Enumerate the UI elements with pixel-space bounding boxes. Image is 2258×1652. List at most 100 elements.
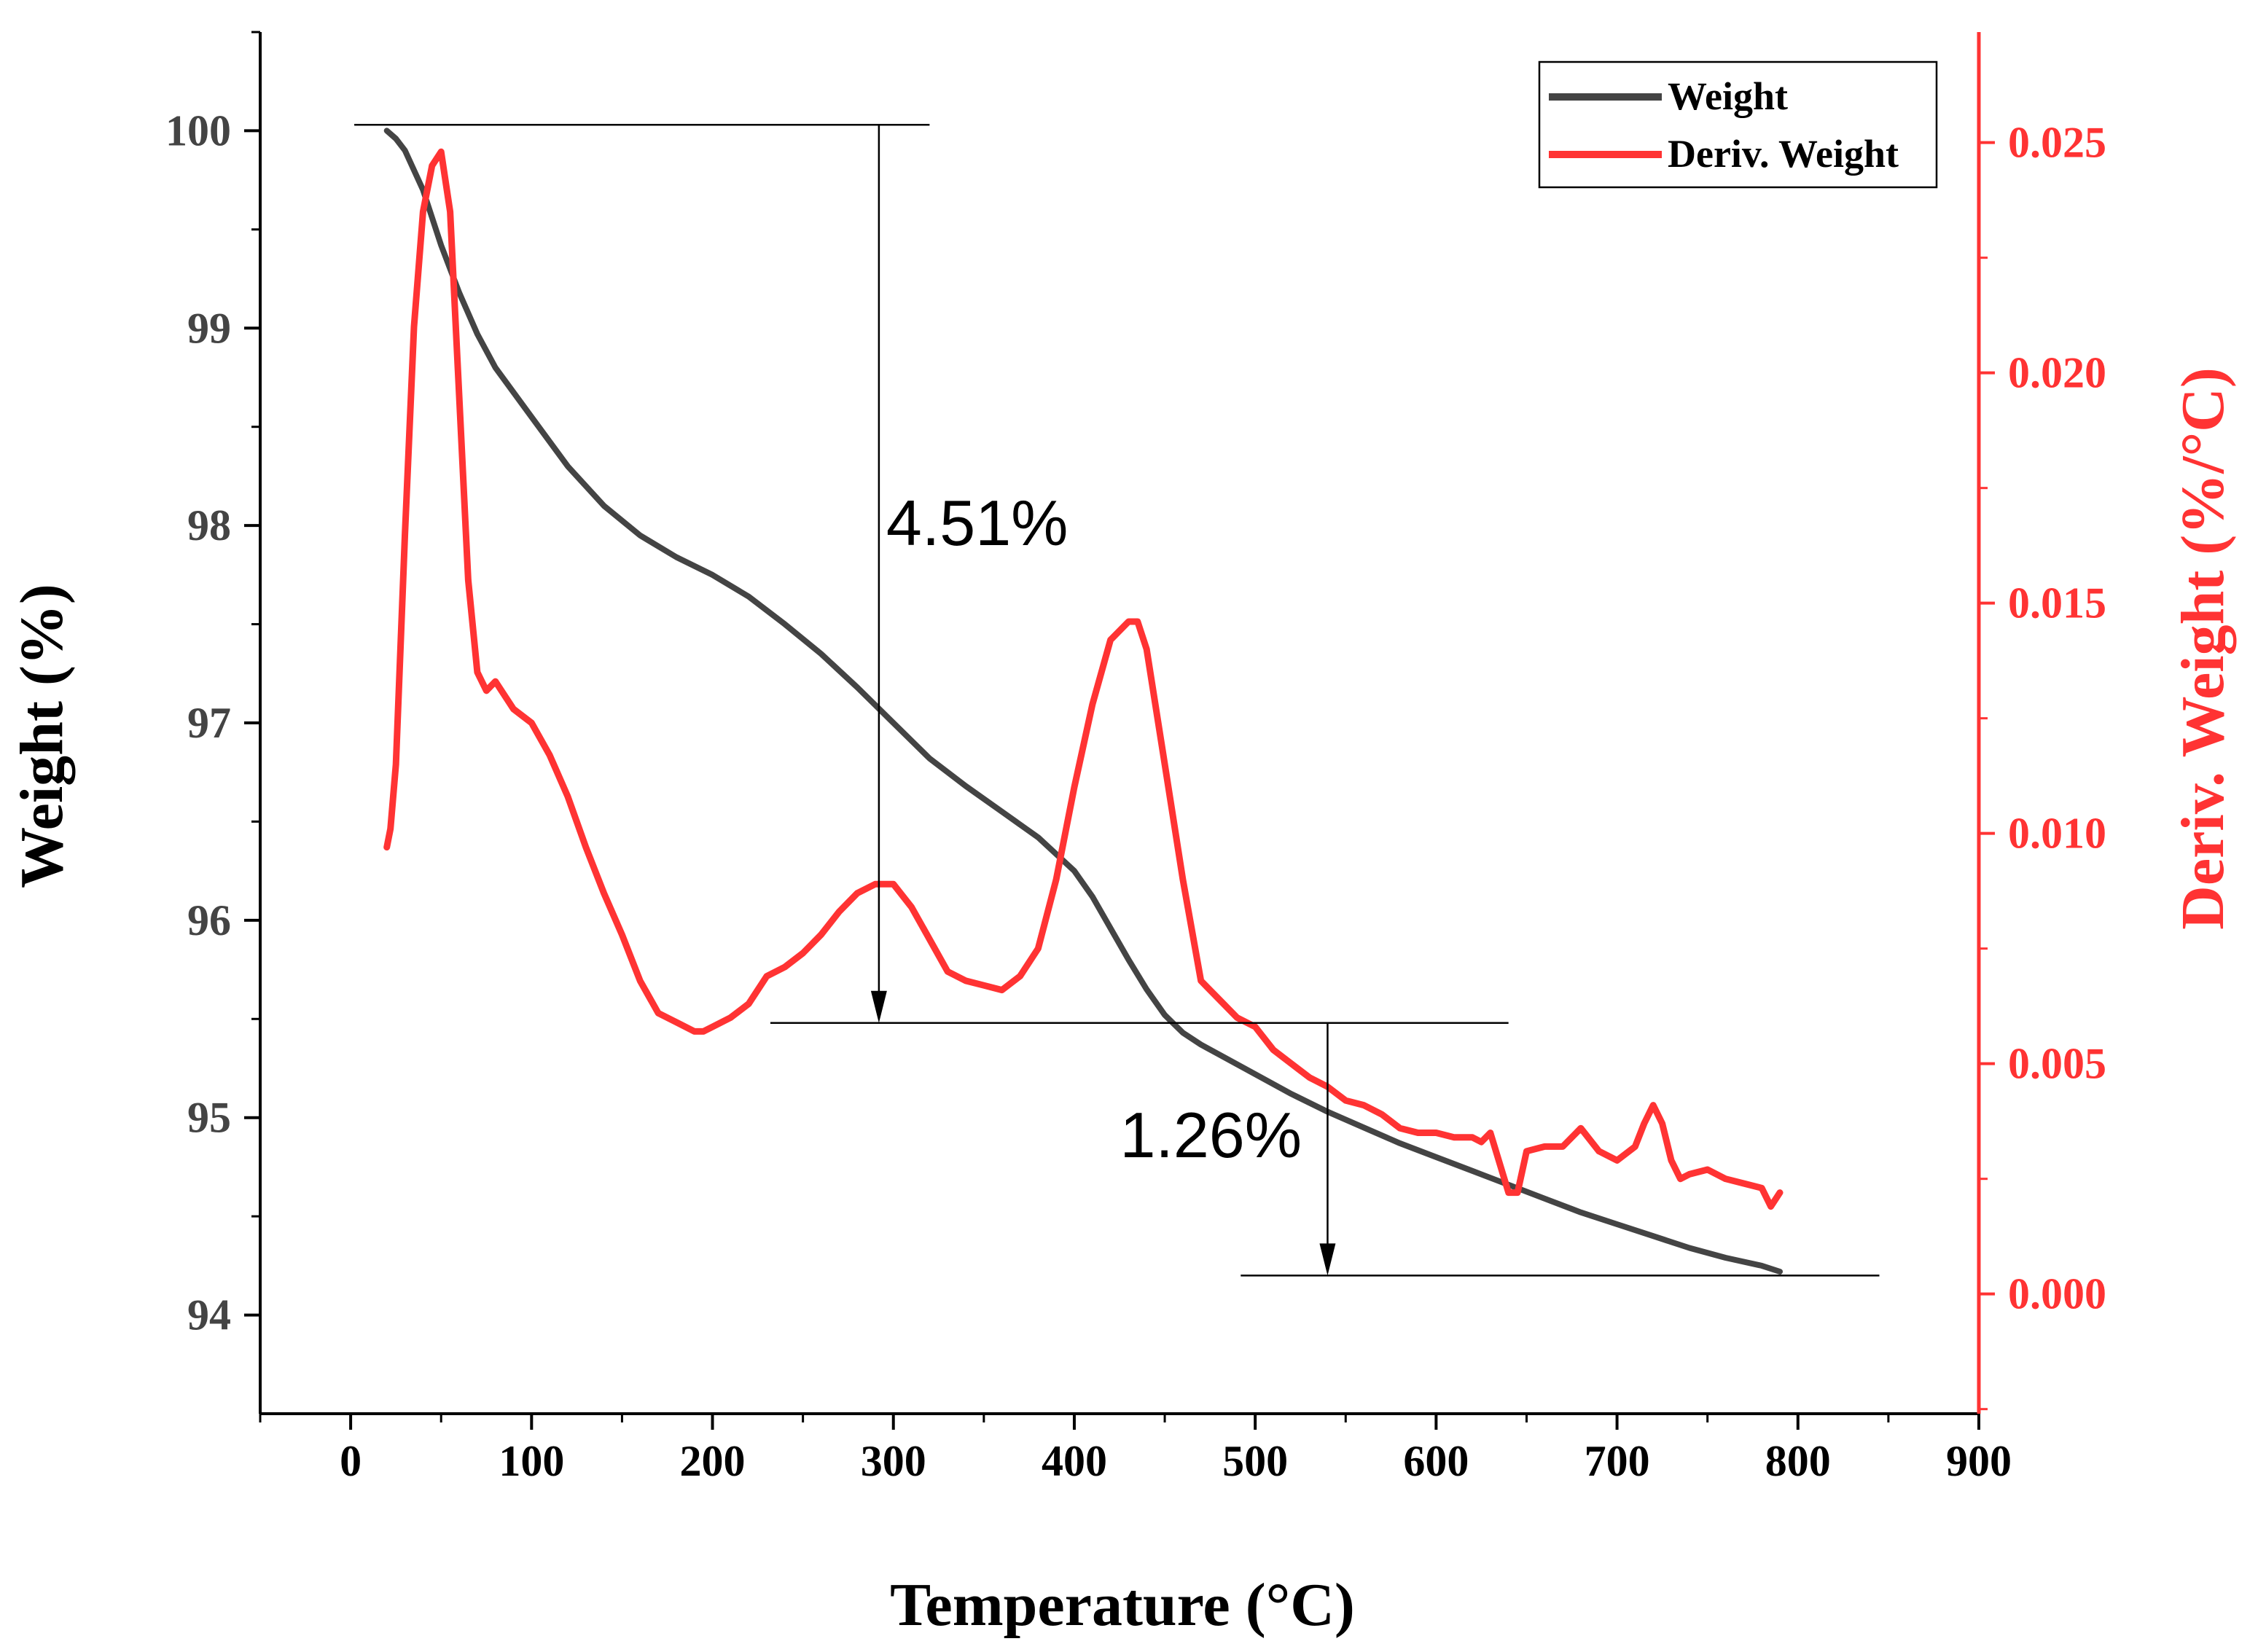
data-point-deriv	[1580, 1128, 1581, 1129]
y2-axis-title: Deriv. Weight (%/°C)	[2169, 367, 2237, 930]
y-axis-title: Weight (%)	[8, 584, 76, 888]
data-point-deriv	[983, 985, 984, 986]
data-point-deriv	[1345, 1100, 1346, 1101]
y2-tick-label: 0.000	[2008, 1270, 2106, 1318]
data-point-weight	[441, 245, 442, 246]
data-point-deriv	[495, 681, 496, 682]
x-axis-title: Temperature (°C)	[890, 1571, 1355, 1639]
data-point-deriv	[513, 709, 514, 710]
data-point-deriv	[531, 723, 532, 724]
annotation-label: 4.51%	[886, 487, 1069, 559]
y-tick-label: 99	[187, 304, 231, 352]
annotation-arrow-head	[870, 990, 887, 1023]
legend-label-deriv: Deriv. Weight	[1668, 132, 1899, 176]
data-point-weight	[495, 367, 496, 368]
y-tick-label: 100	[165, 106, 231, 154]
data-point-deriv	[1381, 1114, 1382, 1115]
data-point-deriv	[1454, 1137, 1455, 1138]
data-point-weight	[929, 758, 930, 759]
data-point-weight	[459, 292, 460, 293]
data-point-weight	[1255, 1074, 1256, 1075]
legend-label-weight: Weight	[1668, 74, 1788, 118]
data-point-deriv	[1671, 1160, 1672, 1161]
x-tick-label: 300	[861, 1437, 926, 1485]
data-point-deriv	[640, 980, 641, 981]
data-point-deriv	[431, 165, 432, 166]
data-point-weight	[1653, 1236, 1654, 1237]
data-point-deriv	[802, 953, 803, 954]
data-point-weight	[1092, 896, 1093, 897]
data-point-weight	[893, 723, 894, 724]
data-point-weight	[857, 687, 858, 688]
data-point-deriv	[694, 1031, 695, 1032]
x-tick-label: 600	[1403, 1437, 1469, 1485]
x-tick-label: 400	[1042, 1437, 1107, 1485]
y2-tick-label: 0.025	[2008, 119, 2106, 167]
data-point-deriv	[414, 326, 415, 327]
y-tick-label: 98	[187, 501, 231, 549]
series-line-weight	[383, 128, 1783, 1275]
x-tick-label: 700	[1585, 1437, 1650, 1485]
data-point-deriv	[1092, 704, 1093, 705]
y2-tick-label: 0.005	[2008, 1040, 2106, 1088]
data-point-deriv	[1436, 1132, 1437, 1133]
annotation-arrow-head	[1319, 1243, 1336, 1276]
data-point-deriv	[1544, 1146, 1545, 1147]
series-line-deriv-weight	[383, 148, 1784, 1210]
data-point-weight	[1038, 837, 1039, 838]
data-point-deriv	[1508, 1192, 1509, 1193]
data-point-deriv	[1472, 1137, 1473, 1138]
data-point-weight	[1436, 1156, 1437, 1157]
data-point-weight	[640, 535, 641, 536]
legend-box	[1538, 60, 1938, 189]
y2-tick-label: 0.020	[2008, 349, 2106, 397]
data-point-weight	[1472, 1170, 1473, 1171]
data-point-weight	[1001, 811, 1002, 812]
data-point-weight	[1544, 1198, 1545, 1199]
data-point-deriv	[568, 796, 569, 797]
data-point-weight	[784, 624, 785, 625]
data-point-deriv	[1182, 879, 1183, 880]
data-point-deriv	[1490, 1132, 1491, 1133]
x-tick-label: 200	[680, 1437, 746, 1485]
data-point-deriv	[730, 1017, 731, 1018]
data-layer	[383, 128, 1784, 1275]
axes-layer: 0 100 200 300 400 500 600 700 800 900 94 95 96 97 98 99…	[165, 31, 2106, 1485]
data-point-weight	[712, 574, 713, 575]
x-tick-label: 100	[499, 1437, 564, 1485]
data-point-deriv	[1200, 980, 1201, 981]
legend: Weight Deriv. Weight	[1538, 60, 1938, 189]
data-point-deriv	[1273, 1049, 1274, 1050]
data-point-deriv	[1309, 1077, 1310, 1078]
data-point-deriv	[893, 884, 894, 885]
x-tick-label: 0	[340, 1437, 362, 1485]
data-point-deriv	[1780, 1192, 1781, 1193]
data-point-deriv	[1725, 1178, 1726, 1179]
data-point-deriv	[1517, 1192, 1518, 1193]
data-point-deriv	[1056, 879, 1057, 880]
data-point-weight	[531, 417, 532, 418]
data-point-deriv	[929, 939, 930, 940]
data-point-deriv	[504, 695, 505, 696]
data-point-deriv	[1399, 1128, 1400, 1129]
data-point-deriv	[1662, 1123, 1663, 1124]
annotation-layer: 4.51% 1.26%	[354, 124, 1880, 1277]
data-point-deriv	[703, 1031, 704, 1032]
data-point-deriv	[468, 580, 469, 581]
data-point-deriv	[1481, 1142, 1482, 1143]
data-point-weight	[1580, 1212, 1581, 1213]
annotation-label: 1.26%	[1120, 1099, 1302, 1171]
data-point-deriv	[1291, 1063, 1292, 1064]
data-point-deriv	[486, 690, 487, 691]
data-point-deriv	[1038, 948, 1039, 949]
data-point-weight	[1200, 1044, 1201, 1045]
data-point-deriv	[784, 967, 785, 968]
y-tick-label: 97	[187, 699, 231, 747]
x-tick-label: 800	[1765, 1437, 1831, 1485]
data-point-deriv	[1110, 640, 1111, 641]
data-point-weight	[386, 130, 387, 131]
data-point-weight	[1291, 1094, 1292, 1095]
data-point-deriv	[658, 1013, 659, 1014]
y-tick-label: 95	[187, 1094, 231, 1142]
